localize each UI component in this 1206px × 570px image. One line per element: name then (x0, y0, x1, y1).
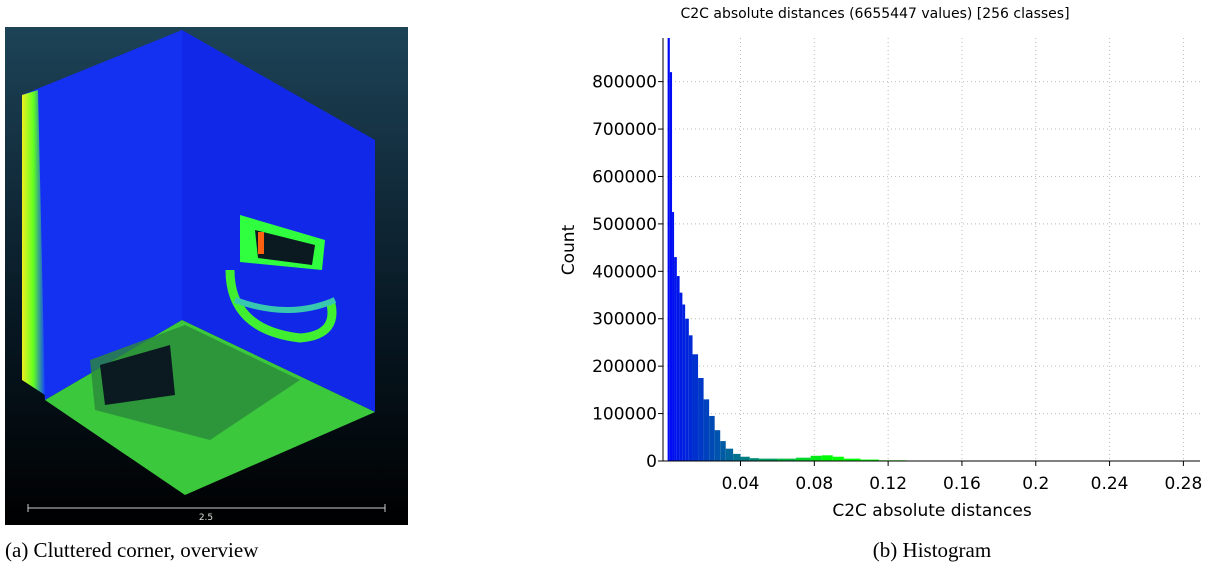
bar (677, 276, 680, 461)
bar (668, 6, 670, 461)
bar (689, 335, 693, 461)
y-tick-label: 700000 (592, 120, 657, 140)
bars (668, 6, 1193, 461)
point-cloud-image: 2.5 (5, 27, 408, 525)
y-tick-label: 200000 (592, 357, 657, 377)
bar (672, 212, 674, 461)
y-tick-label: 600000 (592, 167, 657, 187)
y-axis-label: Count (559, 224, 579, 275)
y-tick-label: 500000 (592, 215, 657, 235)
x-tick-label: 0.16 (943, 474, 981, 494)
bar (726, 449, 733, 461)
x-tick-label: 0.12 (869, 474, 907, 494)
bar (741, 457, 750, 461)
bar (682, 305, 685, 461)
x-tick-label: 0.08 (795, 474, 833, 494)
y-tick-label: 800000 (592, 73, 657, 93)
y-tick-label: 0 (646, 452, 657, 472)
bar (811, 456, 822, 461)
x-tick-label: 0.2 (1022, 474, 1049, 494)
bar (680, 293, 683, 461)
x-axis-label: C2C absolute distances (832, 501, 1031, 521)
bar (733, 454, 740, 461)
y-tick-label: 400000 (592, 262, 657, 282)
bar (693, 354, 699, 461)
x-tick-label: 0.04 (722, 474, 760, 494)
caption-b: (b) Histogram (873, 538, 991, 562)
figure: 2.5 (a) Cluttered corner, overview (b) H… (0, 0, 1206, 570)
bar (670, 72, 672, 461)
caption-a: (a) Cluttered corner, overview (5, 538, 259, 562)
bar (715, 430, 721, 461)
bar (833, 457, 844, 461)
x-tick-label: 0.28 (1164, 474, 1202, 494)
y-tick-label: 300000 (592, 310, 657, 330)
bar (685, 319, 689, 461)
bar (698, 378, 704, 461)
page: 2.5 (a) Cluttered corner, overview (b) H… (0, 0, 1206, 570)
y-tick-label: 100000 (592, 405, 657, 425)
bar (674, 257, 677, 461)
bar (720, 441, 726, 461)
chart-title: C2C absolute distances (6655447 values) … (680, 6, 1069, 22)
bar (709, 416, 715, 461)
x-tick-label: 0.24 (1091, 474, 1129, 494)
scale-label: 2.5 (199, 513, 213, 523)
bar (704, 399, 710, 461)
bar (822, 455, 833, 461)
